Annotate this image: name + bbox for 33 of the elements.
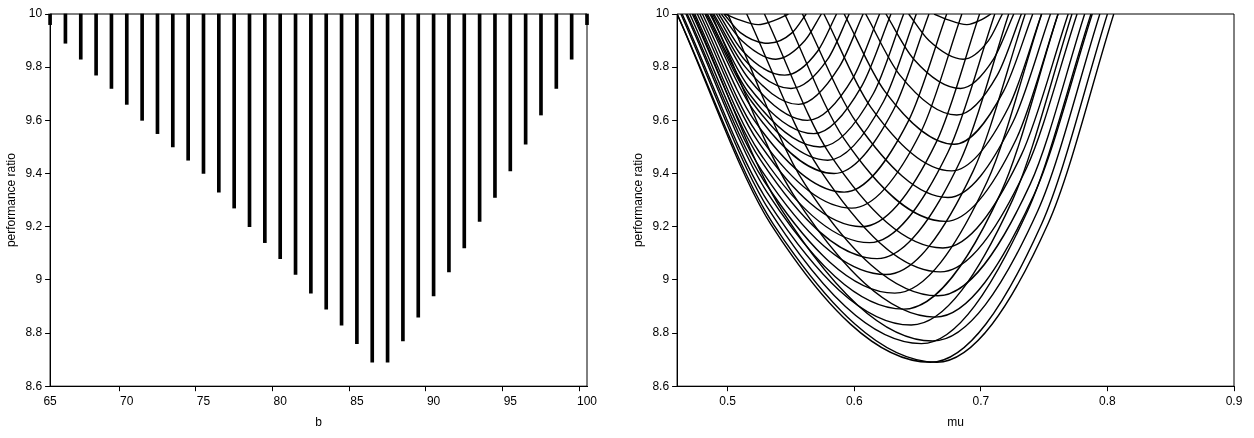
y-tick-label: 10 [655,6,670,21]
x-tick-label: 0.6 [845,393,863,408]
y-tick-label: 9.8 [652,59,670,74]
y-tick-label: 9.4 [25,165,43,180]
y-tick-label: 9.2 [652,219,670,233]
y-axis-title: performance ratio [3,152,18,248]
x-tick-label: 75 [196,393,211,408]
y-tick-label: 8.8 [652,325,670,340]
y-tick-label: 9 [662,272,670,287]
y-tick-label: 9.2 [25,219,43,233]
x-tick-label: 90 [426,393,441,408]
y-tick-label: 8.8 [25,325,43,340]
x-axis-title: b [315,415,323,430]
x-tick-label: 0.9 [1225,393,1243,408]
y-tick-label: 8.6 [25,378,43,393]
y-tick-label: 9.4 [652,165,670,180]
x-tick-label: 100 [576,393,598,408]
x-tick-label: 65 [43,393,58,408]
y-tick-label: 10 [28,6,43,21]
y-axis-title: performance ratio [630,152,645,248]
y-tick-label: 9 [35,272,43,287]
x-tick-label: 70 [120,393,134,408]
y-tick-label: 9.8 [25,59,43,74]
x-axis-title: mu [947,415,964,430]
x-tick-label: 85 [350,393,364,408]
y-tick-label: 9.6 [25,112,43,127]
x-tick-label: 0.5 [719,393,737,408]
x-tick-label: 0.8 [1099,393,1117,408]
x-tick-label: 80 [273,393,288,408]
x-tick-label: 95 [503,393,518,408]
x-tick-label: 0.7 [972,393,990,408]
y-tick-label: 8.6 [652,378,670,393]
y-tick-label: 9.6 [652,112,670,127]
